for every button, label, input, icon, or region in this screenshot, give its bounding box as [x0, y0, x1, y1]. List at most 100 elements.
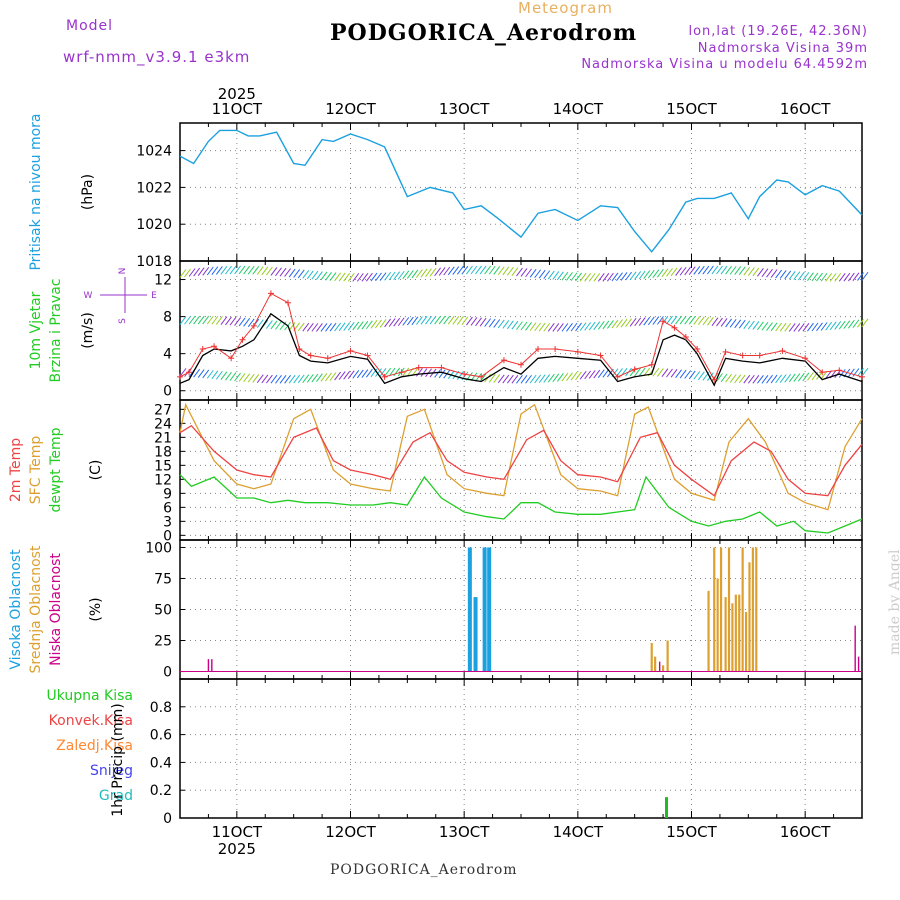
precip-legend-label: Konvek.Kisa: [49, 713, 133, 729]
model-label: Model: [66, 18, 114, 34]
wind-barb: [657, 316, 664, 325]
wind-barb: [211, 315, 219, 325]
y-tick-label: 0: [163, 384, 172, 400]
wind-barb: [411, 316, 419, 326]
wind-barb: [525, 374, 532, 384]
wind-barb: [547, 270, 555, 280]
wind-barb: [447, 266, 455, 276]
wind-barb: [766, 268, 773, 278]
y-axis-label: 10m Vjetar: [28, 291, 44, 369]
wind-gust-marker: [267, 290, 274, 297]
wind-gust-marker: [186, 369, 193, 376]
wind-barb: [366, 320, 373, 330]
compass-n: N: [118, 268, 128, 275]
wind-barb: [629, 271, 637, 281]
wind-barb: [843, 320, 851, 329]
precip-legend-label: Grad: [99, 788, 133, 804]
wind-barb: [516, 267, 523, 277]
wind-barb: [325, 271, 332, 281]
wind-barb: [493, 319, 501, 328]
compass-e: E: [151, 291, 157, 301]
wind-barb: [593, 273, 601, 282]
wind-barb: [697, 371, 705, 381]
wind-gust-marker: [631, 366, 638, 373]
wind-barb: [238, 265, 246, 275]
y-tick-label: 0: [163, 665, 172, 681]
wind-barb: [634, 271, 642, 280]
wind-barb: [638, 367, 646, 377]
wind-barb: [766, 322, 773, 331]
wind-barb: [329, 322, 337, 332]
wind-barb: [779, 374, 787, 383]
wind-barb: [852, 319, 860, 329]
wind-barb: [725, 265, 732, 275]
wind-barb: [288, 374, 296, 384]
date-label-top: 12OCT: [325, 100, 376, 118]
y-axis-label: (hPa): [80, 174, 96, 210]
cloud-bar-mid: [724, 597, 727, 672]
wind-barb: [788, 271, 796, 280]
y-tick-label: 12: [154, 273, 172, 289]
wind-barb: [370, 320, 378, 329]
wind-barb: [702, 265, 710, 275]
wind-barb: [729, 266, 737, 275]
wind-barb: [220, 371, 228, 380]
precip-legend-label: Zaledj.Kisa: [56, 738, 133, 754]
wind-barb: [188, 268, 196, 277]
wind-gust-marker: [211, 343, 218, 350]
wind-barb: [202, 267, 210, 276]
wind-barb: [670, 369, 678, 378]
wind-barb: [279, 267, 287, 277]
y-tick-label: 18: [154, 444, 172, 460]
wind-barb: [315, 271, 323, 280]
wind-gust-marker: [648, 361, 655, 368]
wind-barb: [561, 323, 569, 332]
wind-barb: [279, 375, 287, 384]
wind-gust-marker: [614, 373, 621, 380]
wind-barb: [361, 273, 369, 282]
cloud-bar-mid: [707, 590, 710, 672]
wind-barb: [625, 271, 632, 281]
wind-barb: [670, 315, 678, 325]
wind-barb: [679, 266, 687, 276]
wind-barb: [575, 272, 582, 282]
y-axis-label: 2m Temp: [8, 438, 24, 502]
wind-barb: [425, 315, 432, 325]
wind-barb: [802, 372, 810, 382]
wind-barb: [688, 370, 696, 380]
wind-barb: [206, 315, 214, 325]
y-axis-label: SFC Temp: [28, 436, 44, 505]
wind-barb: [647, 316, 655, 326]
wind-barb: [738, 374, 746, 384]
footer-station: PODGORICA_Aerodrom: [330, 862, 518, 878]
wind-barb: [784, 373, 792, 383]
wind-barb: [375, 368, 382, 377]
wind-barb: [497, 319, 505, 329]
wind-barb: [652, 269, 660, 278]
wind-barb: [579, 272, 587, 282]
wind-barb: [402, 317, 410, 326]
y-tick-label: 24: [154, 416, 172, 432]
cloud-bar-mid: [734, 594, 737, 672]
wind-barb: [356, 369, 364, 379]
wind-barb: [820, 272, 828, 282]
wind-barb: [334, 322, 341, 332]
wind-barb: [311, 270, 319, 280]
date-label-bottom: 13OCT: [439, 823, 490, 841]
wind-barb: [193, 368, 201, 378]
wind-barb: [747, 374, 755, 384]
wind-gust-marker: [398, 369, 405, 376]
wind-barb: [747, 267, 755, 276]
wind-barb: [215, 266, 223, 275]
wind-barb: [743, 320, 751, 329]
wind-barb: [638, 270, 646, 280]
coords-text: lon,lat (19.26E, 42.36N): [688, 24, 868, 39]
temp-2m-line: [179, 424, 863, 497]
wind-gust-marker: [711, 376, 718, 383]
y-axis-label: (m/s): [80, 312, 96, 349]
wind-barb: [302, 322, 310, 332]
y-tick-label: 12: [154, 472, 172, 488]
wind-barb: [775, 269, 783, 279]
wind-barb: [579, 322, 587, 331]
wind-barb: [325, 372, 332, 382]
